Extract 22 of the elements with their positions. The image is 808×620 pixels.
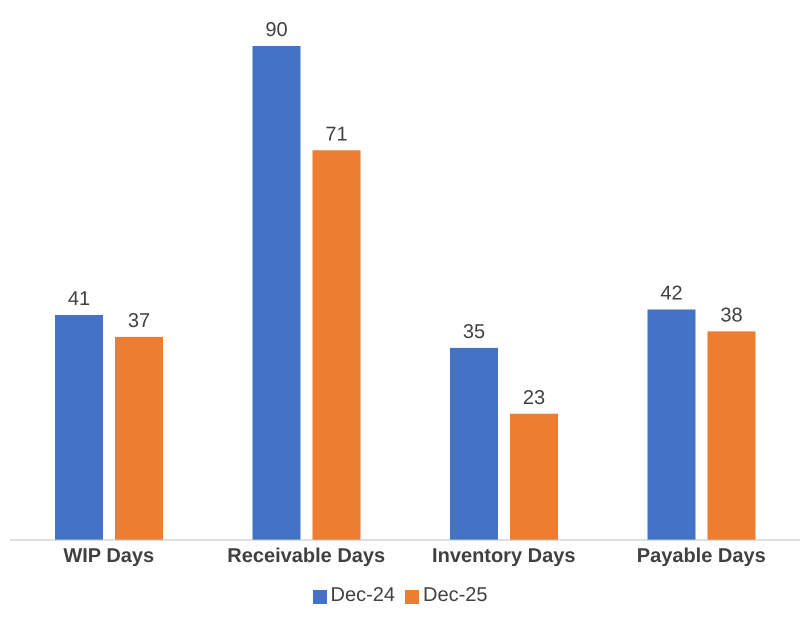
bar <box>55 314 103 540</box>
data-label: 35 <box>462 320 486 343</box>
bar <box>648 309 696 540</box>
x-tick-label: Payable Days <box>636 545 766 568</box>
bar <box>510 414 558 540</box>
bar <box>252 46 300 540</box>
x-tick-label: WIP Days <box>63 545 154 568</box>
legend-label: Dec-24 <box>330 584 395 606</box>
bar <box>115 336 163 540</box>
data-label: 37 <box>128 310 150 332</box>
data-label: 41 <box>68 288 90 310</box>
legend-label: Dec-25 <box>423 584 488 606</box>
bar <box>312 150 360 540</box>
data-label: 23 <box>522 386 546 409</box>
x-tick-label: Receivable Days <box>227 545 386 568</box>
x-tick-label: Inventory Days <box>432 545 576 568</box>
bar <box>708 331 756 540</box>
data-label: 38 <box>720 304 743 326</box>
data-label: 42 <box>660 282 683 304</box>
bar <box>450 348 498 540</box>
data-label: 71 <box>325 123 348 146</box>
data-label: 90 <box>265 19 288 41</box>
